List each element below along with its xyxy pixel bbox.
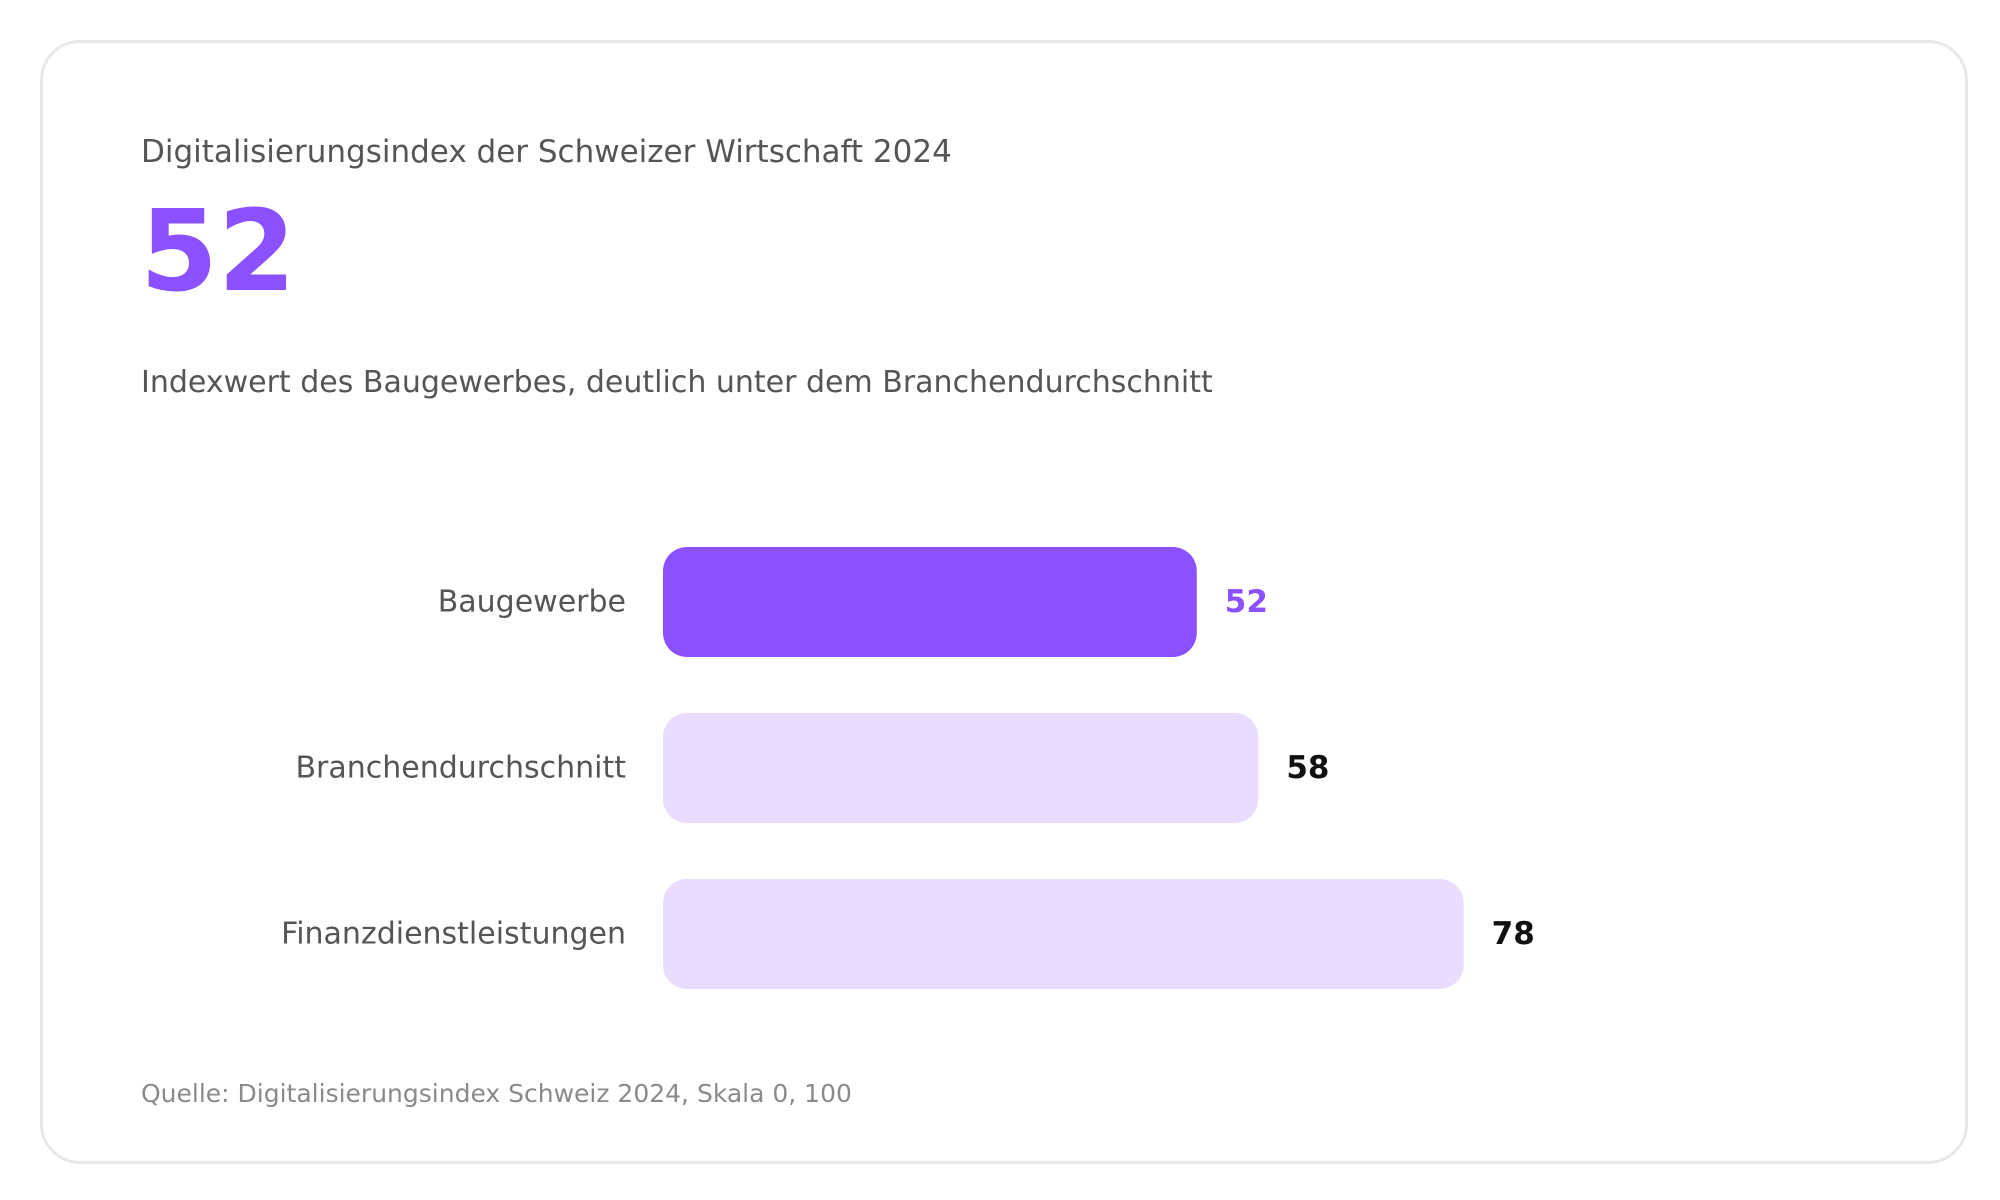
data-label: 52 <box>1225 584 1268 620</box>
category-label: Baugewerbe <box>438 585 626 620</box>
source-note: Quelle: Digitalisierungsindex Schweiz 20… <box>141 1079 852 1108</box>
category-label: Branchendurchschnitt <box>295 751 626 786</box>
chart-subtitle: Indexwert des Baugewerbes, deutlich unte… <box>141 365 1213 400</box>
bar <box>663 547 1197 657</box>
category-label: Finanzdienstleistungen <box>281 917 626 952</box>
chart-title: Digitalisierungsindex der Schweizer Wirt… <box>141 134 952 170</box>
data-label: 58 <box>1286 750 1329 786</box>
data-label: 78 <box>1492 916 1535 952</box>
kpi-value: 52 <box>140 187 296 317</box>
bar <box>663 713 1259 823</box>
bar <box>663 879 1464 989</box>
